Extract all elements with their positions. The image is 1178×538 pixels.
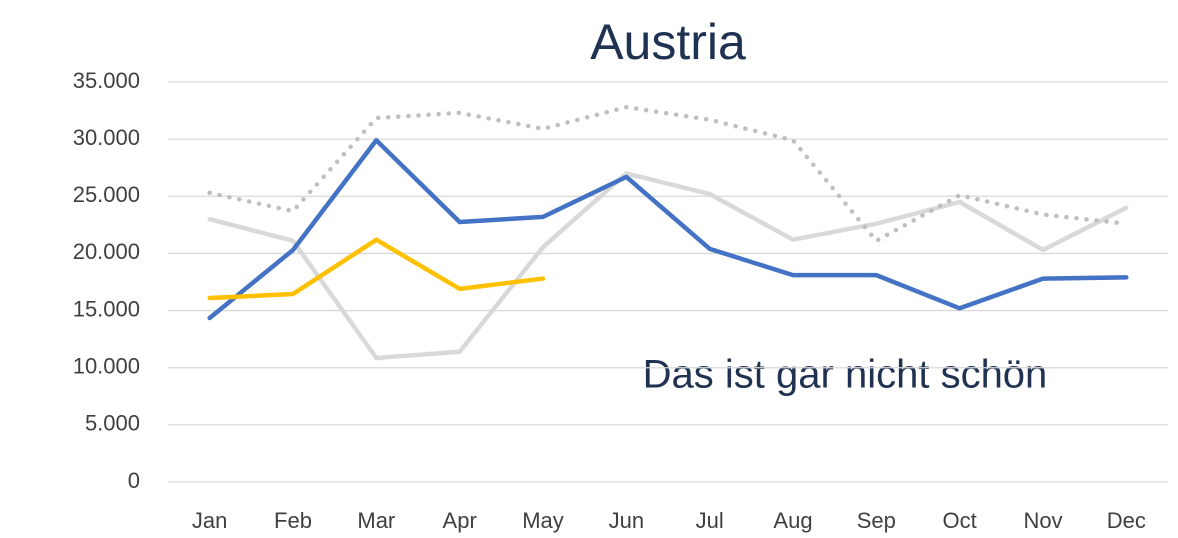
series-line bbox=[207, 138, 1129, 321]
y-tick-label: 30.000 bbox=[73, 125, 140, 150]
x-tick-label: Jan bbox=[192, 508, 227, 533]
x-tick-label: Sep bbox=[857, 508, 896, 533]
y-tick-label: 35.000 bbox=[73, 68, 140, 93]
y-tick-label: 0 bbox=[128, 468, 140, 493]
y-tick-label: 10.000 bbox=[73, 354, 140, 379]
x-tick-label: May bbox=[522, 508, 564, 533]
y-tick-label: 15.000 bbox=[73, 296, 140, 321]
series-line bbox=[207, 104, 1129, 244]
x-tick-label: Feb bbox=[274, 508, 312, 533]
x-tick-label: Aug bbox=[773, 508, 812, 533]
x-tick-label: Jul bbox=[696, 508, 724, 533]
y-tick-label: 5.000 bbox=[85, 411, 140, 436]
chart-title: Austria bbox=[590, 14, 746, 70]
series-line bbox=[207, 237, 546, 301]
y-tick-label: 25.000 bbox=[73, 182, 140, 207]
x-tick-label: Apr bbox=[443, 508, 477, 533]
annotation: Das ist gar nicht schön bbox=[643, 353, 1048, 397]
x-tick-label: Dec bbox=[1107, 508, 1146, 533]
x-tick-label: Jun bbox=[609, 508, 644, 533]
y-tick-label: 20.000 bbox=[73, 239, 140, 264]
x-tick-label: Mar bbox=[357, 508, 395, 533]
x-tick-label: Nov bbox=[1023, 508, 1062, 533]
x-tick-label: Oct bbox=[943, 508, 977, 533]
series-line bbox=[207, 171, 1129, 361]
